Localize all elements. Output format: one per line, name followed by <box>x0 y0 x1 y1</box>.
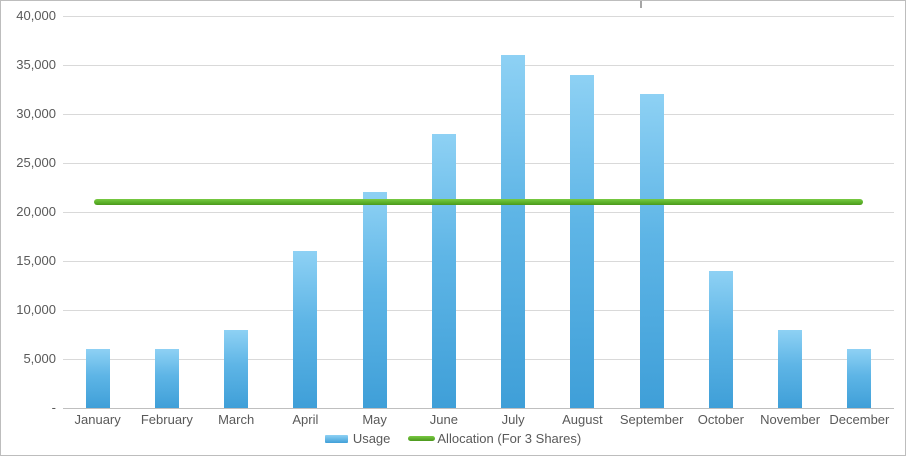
gridline-35000 <box>63 65 894 66</box>
bar-may[interactable] <box>362 192 387 408</box>
bar-october[interactable] <box>708 270 733 408</box>
x-axis-label-january: January <box>74 412 121 427</box>
bar-august[interactable] <box>570 74 595 408</box>
bar-september[interactable] <box>639 94 664 408</box>
y-tick-label-0: - <box>51 400 56 415</box>
x-axis-label-march: March <box>218 412 255 427</box>
bar-march[interactable] <box>224 329 249 408</box>
x-axis-label-april: April <box>292 412 319 427</box>
x-axis-label-august: August <box>562 412 603 427</box>
x-axis-label-october: October <box>697 412 744 427</box>
legend-item-usage[interactable]: Usage <box>324 431 391 446</box>
x-axis-label-november: November <box>760 412 821 427</box>
y-tick-label-30000: 30,000 <box>16 106 56 121</box>
gridline-25000 <box>63 163 894 164</box>
gridline-20000 <box>63 212 894 213</box>
y-tick-label-10000: 10,000 <box>16 302 56 317</box>
legend-item-allocation[interactable]: Allocation (For 3 Shares) <box>408 431 581 446</box>
bar-june[interactable] <box>431 133 456 408</box>
x-axis-label-february: February <box>140 412 193 427</box>
legend-usage-label: Usage <box>352 431 391 446</box>
bar-december[interactable] <box>847 349 872 408</box>
chart-legend: Usage Allocation (For 3 Shares) <box>1 431 905 446</box>
gridline-5000 <box>63 359 894 360</box>
x-axis-label-june: June <box>429 412 458 427</box>
cursor-artifact-tick <box>640 1 642 8</box>
legend-allocation-label: Allocation (For 3 Shares) <box>437 431 582 446</box>
y-tick-label-5000: 5,000 <box>23 351 56 366</box>
bar-july[interactable] <box>501 55 526 408</box>
gridline-10000 <box>63 310 894 311</box>
allocation-line-series[interactable] <box>93 199 864 206</box>
x-axis-label-may: May <box>362 412 387 427</box>
gridline-15000 <box>63 261 894 262</box>
x-axis-label-december: December <box>829 412 890 427</box>
gridline-40000 <box>63 16 894 17</box>
allocation-swatch-icon <box>408 436 436 441</box>
bar-february[interactable] <box>154 349 179 408</box>
x-axis-label-july: July <box>501 412 525 427</box>
bar-april[interactable] <box>293 251 318 408</box>
x-axis-label-september: September <box>619 412 684 427</box>
y-tick-label-40000: 40,000 <box>16 8 56 23</box>
bar-january[interactable] <box>85 349 110 408</box>
y-tick-label-20000: 20,000 <box>16 204 56 219</box>
gridline-30000 <box>63 114 894 115</box>
y-tick-label-25000: 25,000 <box>16 155 56 170</box>
usage-swatch-icon <box>324 434 348 443</box>
y-tick-label-15000: 15,000 <box>16 253 56 268</box>
y-tick-label-35000: 35,000 <box>16 57 56 72</box>
gridline-0 <box>63 408 894 409</box>
bar-november[interactable] <box>778 329 803 408</box>
